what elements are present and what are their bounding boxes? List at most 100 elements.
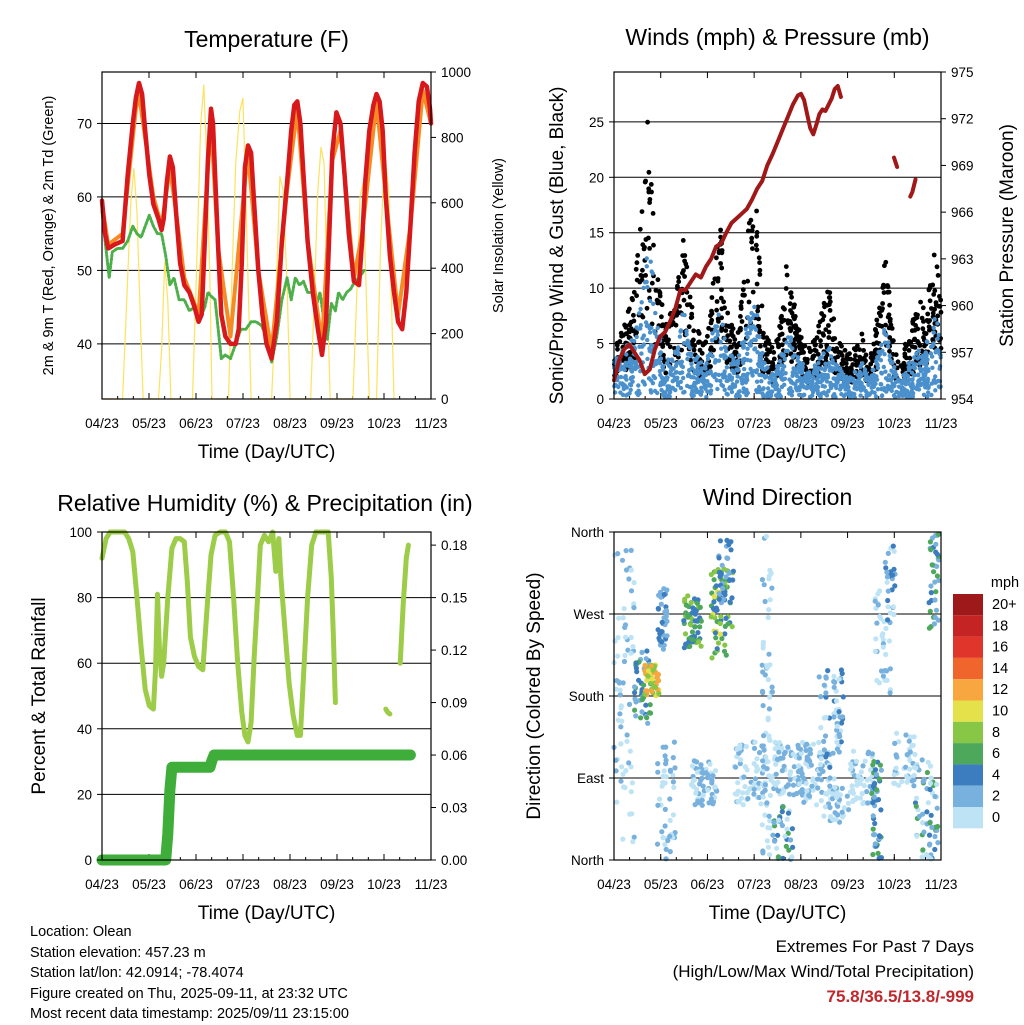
gust-point bbox=[787, 301, 793, 307]
direction-point bbox=[765, 759, 771, 765]
temperature-y2tick-label-5: 1000 bbox=[441, 65, 471, 80]
wind-point bbox=[797, 370, 803, 375]
direction-point bbox=[760, 794, 766, 800]
direction-point bbox=[724, 537, 730, 544]
wind-point bbox=[736, 367, 741, 372]
gust-point bbox=[732, 337, 738, 342]
gust-point bbox=[842, 347, 848, 353]
direction-point bbox=[613, 768, 619, 774]
latlon-text: Station lat/lon: 42.0914; -78.4074 bbox=[30, 965, 244, 981]
wind-point bbox=[718, 378, 723, 384]
wind-point bbox=[645, 356, 650, 362]
humidity-y2tick-label-6: 0.18 bbox=[441, 538, 467, 553]
winds-xtick-label-7: 11/23 bbox=[925, 416, 958, 431]
direction-point bbox=[834, 739, 840, 745]
direction-point bbox=[620, 836, 626, 842]
wind-point bbox=[684, 329, 689, 334]
wind-point bbox=[933, 360, 939, 365]
direction-point bbox=[809, 783, 815, 789]
gust-point bbox=[832, 336, 838, 341]
wind-point bbox=[724, 391, 729, 396]
direction-point bbox=[661, 591, 667, 598]
direction-point bbox=[617, 687, 623, 693]
direction-point bbox=[754, 756, 760, 762]
direction-point bbox=[845, 807, 852, 813]
gust-point bbox=[750, 289, 756, 295]
direction-point bbox=[723, 615, 729, 622]
wind-point bbox=[788, 385, 793, 391]
wind-point bbox=[657, 369, 663, 374]
colorbar-label-6: 8 bbox=[992, 725, 1000, 741]
direction-point bbox=[884, 668, 890, 674]
direction-point bbox=[929, 562, 935, 568]
recent-text: Most recent data timestamp: 2025/09/11 2… bbox=[30, 1006, 349, 1022]
winds-frame bbox=[613, 71, 942, 400]
wind-point bbox=[678, 328, 684, 333]
direction-point bbox=[761, 733, 767, 739]
direction-point bbox=[715, 640, 722, 646]
direction-point bbox=[617, 711, 623, 717]
direction-point bbox=[767, 852, 773, 858]
wind-point bbox=[775, 386, 780, 392]
wind-point bbox=[655, 325, 660, 331]
gust-point bbox=[635, 253, 641, 258]
direction-point bbox=[933, 607, 940, 613]
direction-point bbox=[935, 840, 941, 846]
direction-point bbox=[708, 796, 715, 802]
direction-point bbox=[722, 623, 728, 630]
wind-point bbox=[801, 379, 806, 384]
gust-point bbox=[708, 364, 713, 369]
gust-point bbox=[719, 287, 724, 293]
humidity-y2tick-label-1: 0.03 bbox=[441, 801, 467, 816]
wind-point bbox=[925, 394, 930, 399]
gust-point bbox=[686, 324, 692, 330]
wind-point bbox=[745, 371, 750, 377]
direction-point bbox=[911, 783, 917, 789]
gust-point bbox=[844, 368, 850, 374]
gust-point bbox=[921, 319, 926, 324]
wind-point bbox=[728, 353, 733, 358]
gust-point bbox=[935, 273, 941, 278]
gust-point bbox=[821, 332, 826, 338]
direction-point bbox=[827, 783, 833, 789]
wind-point bbox=[878, 358, 884, 363]
direction-point bbox=[621, 658, 628, 665]
wind-point bbox=[900, 378, 905, 383]
gust-point bbox=[912, 336, 918, 342]
direction-point bbox=[624, 738, 630, 744]
humidity-xlabel: Time (Day/UTC) bbox=[198, 903, 336, 924]
gust-point bbox=[725, 333, 731, 339]
wind-point bbox=[740, 357, 745, 363]
winds-xtick-label-3: 07/23 bbox=[737, 416, 771, 431]
colorbar-label-1: 18 bbox=[992, 618, 1008, 634]
wind-point bbox=[936, 384, 942, 389]
humidity-xtick-label-6: 10/23 bbox=[367, 877, 401, 892]
gust-point bbox=[882, 263, 887, 269]
wind-point bbox=[886, 340, 891, 345]
wind-point bbox=[795, 378, 800, 384]
wind-point bbox=[781, 353, 786, 358]
wind-point bbox=[681, 375, 686, 381]
wind-point bbox=[790, 373, 795, 378]
gust-point bbox=[691, 328, 697, 334]
wind-point bbox=[907, 395, 912, 400]
direction-point bbox=[782, 833, 788, 839]
gust-point bbox=[903, 343, 909, 349]
wind-point bbox=[819, 366, 824, 371]
direction-point bbox=[657, 631, 663, 637]
gust-point bbox=[654, 297, 660, 303]
gust-point bbox=[643, 237, 649, 242]
wind-point bbox=[665, 375, 670, 380]
humidity-xtick-label-3: 07/23 bbox=[226, 877, 260, 892]
gust-point bbox=[741, 279, 747, 285]
direction-point bbox=[800, 789, 806, 795]
wind-point bbox=[890, 376, 895, 381]
gust-point bbox=[887, 302, 892, 308]
direction-point bbox=[696, 639, 702, 645]
direction-point bbox=[831, 673, 837, 680]
wind-point bbox=[646, 376, 652, 381]
direction-point bbox=[875, 797, 882, 803]
direction-point bbox=[934, 551, 941, 558]
wind-point bbox=[637, 311, 642, 316]
gust-point bbox=[915, 326, 921, 332]
